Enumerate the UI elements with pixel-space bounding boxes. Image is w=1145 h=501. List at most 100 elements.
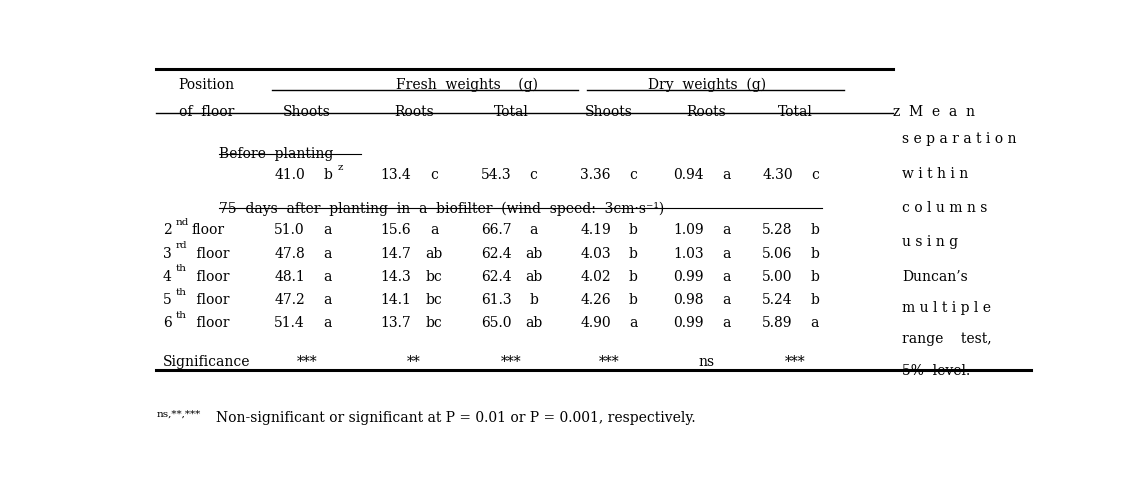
Text: th: th: [176, 310, 187, 319]
Text: b: b: [811, 269, 820, 283]
Text: c: c: [629, 168, 637, 182]
Text: a: a: [324, 246, 332, 260]
Text: ab: ab: [524, 246, 543, 260]
Text: Significance: Significance: [163, 354, 250, 368]
Text: a: a: [629, 316, 637, 330]
Text: a: a: [722, 168, 731, 182]
Text: 61.3: 61.3: [481, 293, 512, 306]
Text: 4.30: 4.30: [763, 168, 792, 182]
Text: 66.7: 66.7: [481, 223, 512, 237]
Text: 47.8: 47.8: [274, 246, 305, 260]
Text: Total: Total: [493, 105, 529, 118]
Text: Non-significant or significant at P = 0.01 or P = 0.001, respectively.: Non-significant or significant at P = 0.…: [216, 410, 695, 424]
Text: 6: 6: [163, 316, 172, 330]
Text: b: b: [629, 246, 638, 260]
Text: ab: ab: [524, 316, 543, 330]
Text: Roots: Roots: [394, 105, 434, 118]
Text: 1.03: 1.03: [673, 246, 704, 260]
Text: ab: ab: [426, 246, 443, 260]
Text: 5: 5: [163, 293, 172, 306]
Text: ns: ns: [698, 354, 714, 368]
Text: c o l u m n s: c o l u m n s: [902, 201, 987, 215]
Text: b: b: [811, 223, 820, 237]
Text: bc: bc: [426, 269, 443, 283]
Text: a: a: [324, 223, 332, 237]
Text: b: b: [629, 223, 638, 237]
Text: Duncan’s: Duncan’s: [902, 269, 968, 283]
Text: a: a: [811, 316, 819, 330]
Text: 3.36: 3.36: [581, 168, 611, 182]
Text: ***: ***: [785, 354, 806, 368]
Text: 4.02: 4.02: [581, 269, 611, 283]
Text: 51.0: 51.0: [275, 223, 305, 237]
Text: floor: floor: [192, 223, 226, 237]
Text: ab: ab: [524, 269, 543, 283]
Text: Total: Total: [777, 105, 813, 118]
Text: 48.1: 48.1: [274, 269, 305, 283]
Text: 13.7: 13.7: [380, 316, 411, 330]
Text: 14.7: 14.7: [380, 246, 411, 260]
Text: nd: nd: [176, 217, 189, 226]
Text: 5.24: 5.24: [763, 293, 792, 306]
Text: a: a: [324, 293, 332, 306]
Text: floor: floor: [192, 316, 229, 330]
Text: 5%  level.: 5% level.: [902, 363, 970, 377]
Text: Fresh  weights    (g): Fresh weights (g): [396, 78, 538, 92]
Text: 4.19: 4.19: [581, 223, 611, 237]
Text: a: a: [324, 316, 332, 330]
Text: a: a: [722, 316, 731, 330]
Text: 1.09: 1.09: [673, 223, 704, 237]
Text: ***: ***: [599, 354, 619, 368]
Text: c: c: [811, 168, 819, 182]
Text: 5.28: 5.28: [763, 223, 792, 237]
Text: floor: floor: [192, 269, 229, 283]
Text: 62.4: 62.4: [481, 246, 512, 260]
Text: rd: rd: [176, 240, 188, 249]
Text: th: th: [176, 287, 187, 296]
Text: floor: floor: [192, 293, 229, 306]
Text: a: a: [722, 246, 731, 260]
Text: bc: bc: [426, 316, 443, 330]
Text: 51.4: 51.4: [274, 316, 305, 330]
Text: 75  days  after  planting  in  a  biofilter  (wind  speed:  3cm·s⁻¹): 75 days after planting in a biofilter (w…: [219, 201, 664, 215]
Text: m u l t i p l e: m u l t i p l e: [902, 300, 990, 314]
Text: z: z: [338, 162, 342, 171]
Text: b: b: [629, 293, 638, 306]
Text: floor: floor: [192, 246, 229, 260]
Text: b: b: [629, 269, 638, 283]
Text: 4.26: 4.26: [581, 293, 611, 306]
Text: b: b: [811, 293, 820, 306]
Text: bc: bc: [426, 293, 443, 306]
Text: b: b: [323, 168, 332, 182]
Text: **: **: [406, 354, 420, 368]
Text: of  floor: of floor: [179, 105, 234, 118]
Text: 3: 3: [163, 246, 172, 260]
Text: 4: 4: [163, 269, 172, 283]
Text: th: th: [176, 264, 187, 273]
Text: 15.6: 15.6: [381, 223, 411, 237]
Text: Position: Position: [179, 78, 235, 92]
Text: 65.0: 65.0: [481, 316, 512, 330]
Text: 5.00: 5.00: [763, 269, 792, 283]
Text: ***: ***: [297, 354, 317, 368]
Text: a: a: [529, 223, 538, 237]
Text: 0.94: 0.94: [673, 168, 704, 182]
Text: 0.98: 0.98: [673, 293, 704, 306]
Text: u s i n g: u s i n g: [902, 234, 958, 248]
Text: ns,**,***: ns,**,***: [157, 409, 200, 418]
Text: 14.3: 14.3: [380, 269, 411, 283]
Text: range    test,: range test,: [902, 331, 992, 345]
Text: 2: 2: [163, 223, 172, 237]
Text: 5.06: 5.06: [763, 246, 792, 260]
Text: s e p a r a t i o n: s e p a r a t i o n: [902, 131, 1017, 145]
Text: Shoots: Shoots: [283, 105, 331, 118]
Text: a: a: [431, 223, 439, 237]
Text: c: c: [431, 168, 439, 182]
Text: 54.3: 54.3: [481, 168, 512, 182]
Text: 0.99: 0.99: [673, 316, 704, 330]
Text: 62.4: 62.4: [481, 269, 512, 283]
Text: 13.4: 13.4: [380, 168, 411, 182]
Text: Dry  weights  (g): Dry weights (g): [648, 78, 766, 92]
Text: a: a: [722, 223, 731, 237]
Text: 14.1: 14.1: [380, 293, 411, 306]
